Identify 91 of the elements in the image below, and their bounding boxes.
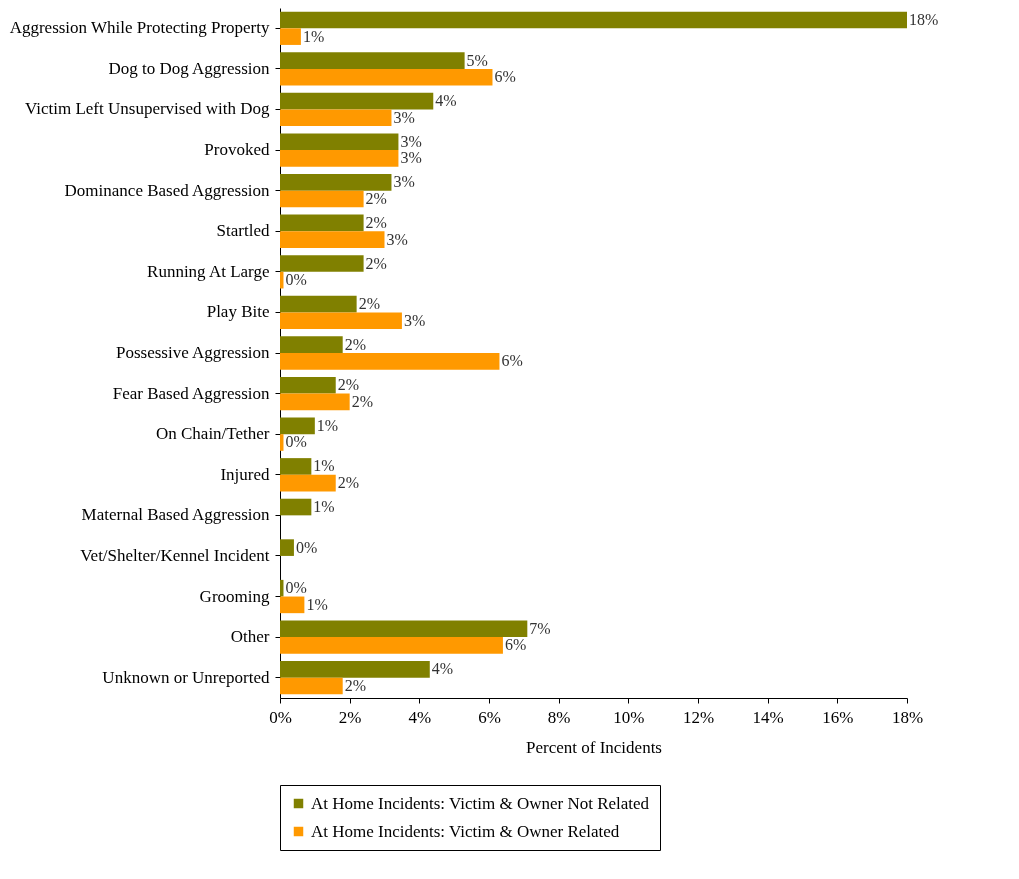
y-tick-label: Possessive Aggression bbox=[116, 343, 270, 362]
bar bbox=[280, 92, 434, 110]
bar bbox=[280, 231, 385, 248]
data-label: 0% bbox=[285, 433, 307, 451]
data-label: 3% bbox=[393, 173, 415, 191]
data-label: 2% bbox=[365, 189, 387, 207]
data-label: 2% bbox=[365, 213, 387, 231]
x-tick-label: 6% bbox=[478, 707, 501, 727]
bar bbox=[280, 620, 528, 638]
y-tick-label: Other bbox=[230, 627, 270, 647]
bar bbox=[280, 474, 336, 492]
bar bbox=[280, 295, 357, 313]
x-tick-label: 18% bbox=[891, 707, 924, 727]
y-tick-label: Provoked bbox=[204, 140, 270, 160]
data-label: 1% bbox=[306, 595, 328, 613]
bar bbox=[280, 214, 364, 232]
bar bbox=[280, 417, 315, 435]
data-label: 0% bbox=[285, 579, 307, 597]
data-label: 3% bbox=[400, 132, 422, 150]
bar bbox=[280, 376, 336, 394]
x-axis-title: Percent of Incidents bbox=[526, 737, 662, 757]
x-tick-label: 10% bbox=[613, 707, 645, 727]
bar bbox=[280, 150, 399, 167]
data-label: 6% bbox=[494, 68, 516, 86]
x-tick-label: 2% bbox=[338, 707, 362, 727]
bar bbox=[280, 498, 312, 516]
data-label: 2% bbox=[365, 254, 387, 272]
x-tick-label: 4% bbox=[408, 707, 432, 727]
bar bbox=[280, 11, 907, 29]
data-label: 0% bbox=[285, 271, 307, 289]
data-label: 1% bbox=[302, 27, 325, 45]
bar bbox=[280, 353, 500, 370]
bar bbox=[280, 28, 301, 45]
x-tick-label: 8% bbox=[547, 707, 571, 727]
data-label: 2% bbox=[351, 392, 373, 410]
data-label: 7% bbox=[529, 619, 551, 637]
y-tick-label: Running At Large bbox=[147, 261, 270, 281]
data-label: 1% bbox=[316, 416, 339, 434]
bar bbox=[280, 393, 350, 411]
bar bbox=[280, 190, 364, 208]
bar bbox=[280, 174, 392, 191]
y-tick-label: Unknown or Unreported bbox=[102, 667, 270, 687]
bar bbox=[280, 661, 430, 678]
data-label: 3% bbox=[393, 108, 415, 126]
bar bbox=[280, 458, 312, 475]
data-label: 5% bbox=[466, 51, 488, 69]
y-tick-label: Grooming bbox=[199, 586, 270, 606]
y-tick-label: Vet/Shelter/Kennel Incident bbox=[80, 545, 270, 565]
data-label: 2% bbox=[337, 474, 360, 492]
x-tick-label: 12% bbox=[682, 707, 715, 727]
data-label: 2% bbox=[344, 335, 367, 353]
x-tick-label: 0% bbox=[269, 707, 292, 727]
bar bbox=[280, 255, 364, 272]
legend-label: At Home Incidents: Victim & Owner Not Related bbox=[311, 793, 650, 813]
data-label: 4% bbox=[431, 660, 454, 678]
data-label: 1% bbox=[313, 457, 335, 475]
y-tick-label: Dog to Dog Aggression bbox=[108, 58, 270, 78]
y-tick-label: Fear Based Aggression bbox=[112, 383, 270, 403]
bar bbox=[280, 312, 402, 330]
data-label: 3% bbox=[403, 311, 426, 329]
x-tick-label: 16% bbox=[822, 707, 854, 727]
bar bbox=[280, 637, 503, 654]
bar bbox=[280, 52, 465, 69]
bar bbox=[280, 596, 305, 614]
data-label: 6% bbox=[504, 636, 527, 654]
data-label: 18% bbox=[909, 10, 939, 28]
y-tick-label: On Chain/Tether bbox=[155, 424, 270, 444]
bar bbox=[280, 68, 493, 86]
data-label: 4% bbox=[435, 92, 457, 110]
x-tick-label: 14% bbox=[752, 707, 784, 727]
y-tick-label: Maternal Based Aggression bbox=[81, 505, 270, 525]
y-tick-label: Play Bite bbox=[206, 302, 270, 322]
y-tick-label: Injured bbox=[220, 464, 270, 484]
y-tick-label: Victim Left Unsupervised with Dog bbox=[25, 99, 270, 119]
bar bbox=[280, 336, 343, 353]
bar bbox=[280, 109, 392, 127]
data-label: 1% bbox=[313, 498, 335, 516]
legend-label: At Home Incidents: Victim & Owner Related bbox=[311, 821, 620, 841]
bar bbox=[280, 677, 343, 695]
data-label: 2% bbox=[344, 677, 367, 695]
data-label: 2% bbox=[337, 376, 360, 394]
data-label: 3% bbox=[400, 149, 422, 167]
bar bbox=[280, 539, 294, 556]
data-label: 2% bbox=[358, 295, 380, 313]
y-tick-label: Aggression While Protecting Property bbox=[9, 18, 270, 38]
y-tick-label: Startled bbox=[216, 221, 270, 241]
data-label: 3% bbox=[386, 230, 408, 248]
y-tick-label: Dominance Based Aggression bbox=[64, 180, 270, 200]
data-label: 0% bbox=[295, 538, 318, 556]
bar bbox=[280, 133, 399, 151]
data-label: 6% bbox=[501, 352, 523, 370]
